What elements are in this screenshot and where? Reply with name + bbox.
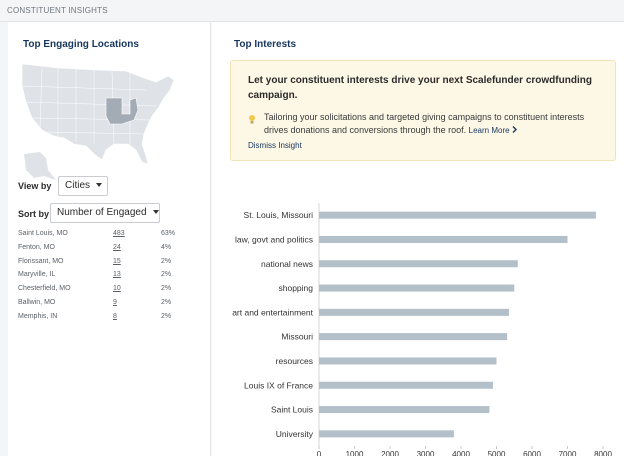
chart-category-label: University bbox=[276, 429, 314, 439]
location-count-link[interactable]: 24 bbox=[113, 243, 121, 251]
location-row: Saint Louis, MO 483 63% bbox=[18, 228, 178, 242]
top-interests-panel: Top Interests Let your constituent inter… bbox=[212, 22, 624, 456]
location-percent: 2% bbox=[161, 285, 172, 293]
sort-by-value: Number of Engaged bbox=[57, 207, 147, 218]
location-list: Saint Louis, MO 483 63% Fenton, MO 24 4%… bbox=[18, 228, 178, 325]
chart-category-label: St. Louis, Missouri bbox=[244, 210, 314, 220]
location-percent: 2% bbox=[161, 257, 172, 265]
view-by-value: Cities bbox=[65, 180, 91, 191]
location-row: Ballwin, MO 9 2% bbox=[18, 297, 178, 311]
location-name: Memphis, IN bbox=[18, 312, 58, 320]
insight-body-text: Tailoring your solicitations and targete… bbox=[264, 112, 585, 135]
us-map-continental bbox=[21, 63, 175, 165]
location-row: Florissant, MO 15 2% bbox=[18, 256, 178, 270]
location-name: Florissant, MO bbox=[18, 257, 64, 265]
insight-body: Tailoring your solicitations and targete… bbox=[264, 111, 604, 137]
view-by-label: View by bbox=[18, 181, 52, 191]
chart-x-tick-label: 6000 bbox=[523, 450, 541, 456]
location-percent: 63% bbox=[161, 230, 176, 237]
chart-category-label: Louis IX of France bbox=[244, 380, 313, 390]
interests-bar-chart: St. Louis, Missouri law, govt and politic… bbox=[232, 203, 612, 456]
chart-bar bbox=[319, 235, 568, 243]
caret-down-icon bbox=[96, 183, 103, 188]
location-name: Saint Louis, MO bbox=[18, 230, 68, 237]
chart-x-tick-label: 4000 bbox=[452, 450, 470, 456]
section-header: CONSTITUENT INSIGHTS bbox=[0, 0, 624, 22]
location-count-link[interactable]: 13 bbox=[113, 271, 121, 279]
chart-bar bbox=[319, 211, 596, 219]
location-row: Maryville, IL 13 2% bbox=[18, 269, 178, 283]
chart-x-tick-label: 7000 bbox=[559, 450, 577, 456]
sort-by-label: Sort by bbox=[18, 209, 50, 219]
dismiss-insight-link[interactable]: Dismiss Insight bbox=[248, 141, 302, 150]
location-name: Maryville, IL bbox=[18, 271, 56, 279]
lightbulb-icon bbox=[249, 115, 255, 124]
chart-bar bbox=[319, 430, 454, 438]
top-locations-panel: Top Engaging Locations View by C bbox=[8, 22, 211, 456]
chart-category-label: Saint Louis bbox=[271, 405, 313, 415]
interests-title: Top Interests bbox=[234, 39, 297, 50]
locations-title: Top Engaging Locations bbox=[23, 39, 139, 50]
chart-bar bbox=[319, 333, 508, 341]
chart-category-label: shopping bbox=[278, 283, 313, 293]
location-count-link[interactable]: 15 bbox=[113, 257, 121, 265]
learn-more-link[interactable]: Learn More bbox=[469, 126, 517, 135]
chart-bar bbox=[319, 381, 493, 389]
location-row: Chesterfield, MO 10 2% bbox=[18, 283, 178, 297]
chart-category-label: law, govt and politics bbox=[235, 234, 313, 244]
location-row: Fenton, MO 24 4% bbox=[18, 242, 178, 256]
location-count-link[interactable]: 483 bbox=[113, 230, 125, 237]
location-count-link[interactable]: 8 bbox=[113, 312, 117, 320]
chart-bar bbox=[319, 357, 497, 365]
location-name: Chesterfield, MO bbox=[18, 285, 71, 293]
location-percent: 2% bbox=[161, 298, 172, 306]
location-name: Ballwin, MO bbox=[18, 298, 56, 306]
caret-down-icon bbox=[152, 210, 159, 215]
location-percent: 2% bbox=[161, 271, 172, 279]
chart-x-tick-label: 3000 bbox=[417, 450, 435, 456]
chart-category-label: resources bbox=[276, 356, 313, 366]
us-map[interactable] bbox=[18, 58, 178, 188]
chart-x-tick-label: 5000 bbox=[488, 450, 506, 456]
location-percent: 4% bbox=[161, 243, 172, 251]
chart-bar bbox=[319, 260, 518, 268]
location-row: Memphis, IN 8 2% bbox=[18, 311, 178, 325]
section-title: CONSTITUENT INSIGHTS bbox=[7, 6, 108, 15]
chart-category-label: Missouri bbox=[281, 332, 313, 342]
us-map-highlight bbox=[105, 97, 139, 125]
learn-more-label: Learn More bbox=[468, 126, 510, 135]
location-count-link[interactable]: 9 bbox=[113, 298, 117, 306]
chart-x-tick-label: 2000 bbox=[381, 450, 399, 456]
insight-title: Let your constituent interests drive you… bbox=[248, 75, 592, 101]
us-map-alaska bbox=[24, 152, 56, 180]
location-count-link[interactable]: 10 bbox=[113, 285, 121, 293]
chart-bar bbox=[319, 308, 509, 316]
chart-x-tick-label: 0 bbox=[317, 450, 322, 456]
chart-category-label: national news bbox=[261, 259, 313, 269]
location-name: Fenton, MO bbox=[18, 243, 55, 251]
chart-x-tick-label: 1000 bbox=[346, 450, 364, 456]
chevron-right-icon bbox=[512, 126, 517, 133]
chart-x-tick-label: 8000 bbox=[594, 450, 612, 456]
location-percent: 2% bbox=[161, 312, 172, 320]
chart-category-label: art and entertainment bbox=[232, 307, 313, 317]
insight-card: Let your constituent interests drive you… bbox=[230, 60, 616, 161]
view-by-select[interactable]: Cities bbox=[58, 176, 108, 196]
sort-by-select[interactable]: Number of Engaged bbox=[50, 203, 160, 223]
chart-bar bbox=[319, 406, 490, 414]
chart-bar bbox=[319, 284, 515, 292]
